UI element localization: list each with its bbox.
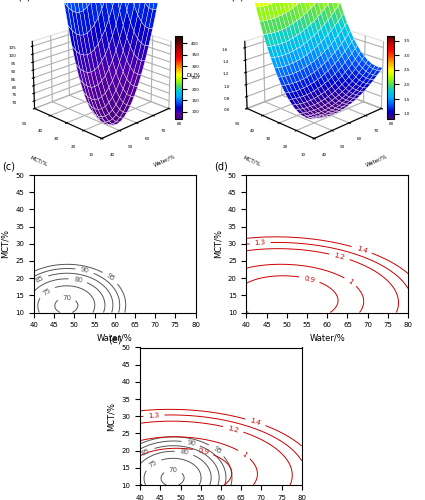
Text: 1.2: 1.2 xyxy=(227,424,239,434)
Text: (c): (c) xyxy=(2,162,15,172)
Text: 85: 85 xyxy=(34,275,45,284)
Text: 70: 70 xyxy=(62,294,71,300)
Text: 1.3: 1.3 xyxy=(148,412,160,419)
Text: 1: 1 xyxy=(241,450,248,458)
X-axis label: Water/%: Water/% xyxy=(153,154,176,168)
Text: (e): (e) xyxy=(108,334,122,344)
Text: 1.4: 1.4 xyxy=(355,245,368,254)
X-axis label: Water/%: Water/% xyxy=(365,154,388,168)
Text: 80: 80 xyxy=(73,276,83,283)
Text: 1.2: 1.2 xyxy=(333,252,346,261)
Text: 1.3: 1.3 xyxy=(255,240,266,246)
Y-axis label: MCT/%: MCT/% xyxy=(107,402,116,430)
Text: (d): (d) xyxy=(214,162,228,172)
Text: 90: 90 xyxy=(79,266,90,274)
Text: 0.9: 0.9 xyxy=(303,274,316,283)
Y-axis label: MCT/%: MCT/% xyxy=(1,229,10,258)
Text: 75: 75 xyxy=(41,286,52,296)
Text: 90: 90 xyxy=(186,439,196,447)
Y-axis label: MCT/%: MCT/% xyxy=(213,229,222,258)
Text: 95: 95 xyxy=(212,445,222,455)
Text: 70: 70 xyxy=(169,467,178,473)
Text: 85: 85 xyxy=(140,448,151,456)
Text: 95: 95 xyxy=(105,272,116,282)
Text: 0.9: 0.9 xyxy=(197,447,210,456)
Text: 80: 80 xyxy=(179,448,189,456)
Text: 75: 75 xyxy=(147,459,158,469)
Y-axis label: MCT/%: MCT/% xyxy=(242,154,261,166)
X-axis label: Water/%: Water/% xyxy=(309,334,345,343)
Text: 1: 1 xyxy=(347,278,354,285)
X-axis label: Water/%: Water/% xyxy=(97,334,133,343)
Text: (b): (b) xyxy=(230,0,244,2)
Text: 1.4: 1.4 xyxy=(249,418,262,426)
Text: (a): (a) xyxy=(17,0,31,2)
Y-axis label: MCT/%: MCT/% xyxy=(29,154,48,166)
